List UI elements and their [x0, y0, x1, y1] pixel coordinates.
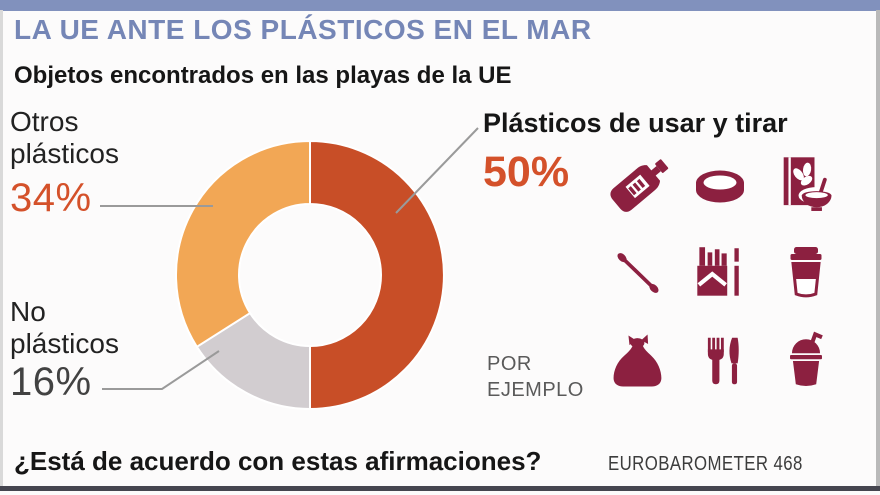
footer-question: ¿Está de acuerdo con estas afirmaciones? [14, 446, 542, 476]
drink-cup-icon [760, 316, 852, 406]
example-icons [596, 142, 858, 404]
cigarette-pack-icon [680, 230, 760, 316]
page-title: LA UE ANTE LOS PLÁSTICOS EN EL MAR [14, 14, 592, 45]
donut-segment-2 [175, 139, 311, 349]
cereal-box-icon [760, 142, 852, 230]
bottom-bar [0, 486, 880, 491]
donut-chart [175, 139, 445, 411]
donut-segment-0 [309, 139, 445, 411]
right-border [876, 10, 880, 488]
top-bar [0, 0, 880, 11]
pct-other-plastics: 34% [10, 176, 92, 220]
source-label: EUROBAROMETER 468 [608, 453, 803, 475]
bottle-icon [596, 142, 680, 230]
cutlery-icon [680, 316, 760, 406]
label-single-use-plastics: Plásticos de usar y tirar [483, 108, 788, 138]
pct-non-plastics: 16% [10, 360, 92, 404]
examples-caption: POR EJEMPLO [487, 353, 584, 401]
cotton-swab-icon [596, 230, 680, 316]
trash-bag-icon [596, 316, 680, 406]
left-border [0, 10, 3, 488]
pct-single-use-plastics: 50% [483, 148, 570, 196]
label-non-plastics: No plásticos [10, 296, 119, 359]
coffee-cup-icon [760, 230, 852, 316]
chart-subtitle: Objetos encontrados en las playas de la … [14, 62, 512, 89]
jar-lid-icon [680, 142, 760, 230]
label-other-plastics: Otros plásticos [10, 106, 119, 169]
